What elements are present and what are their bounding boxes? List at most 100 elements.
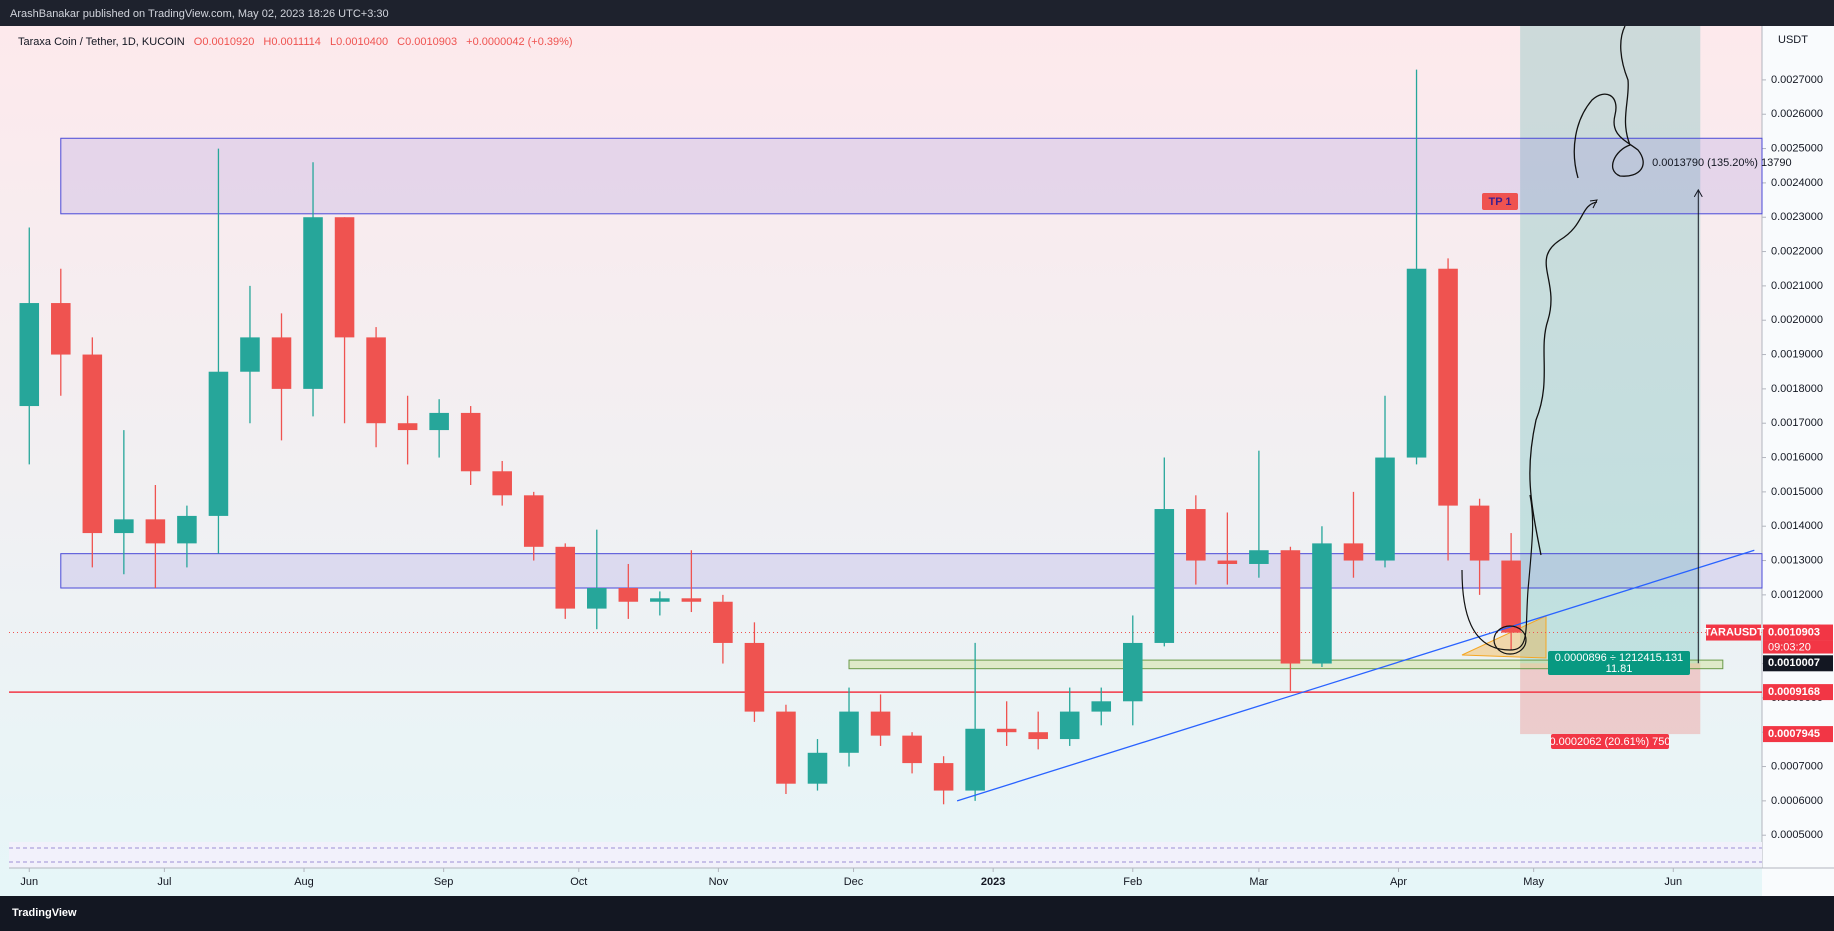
symbol-tag-label: TARAUSDT	[1704, 626, 1764, 638]
candle-body	[397, 423, 418, 431]
candle-body	[460, 412, 481, 472]
x-tick-label: Jun	[20, 876, 38, 888]
x-tick-label: Aug	[294, 876, 314, 888]
candle-body	[1312, 543, 1332, 664]
price-tag-label: 0.0010007	[1768, 657, 1820, 669]
candle-body	[177, 515, 197, 544]
price-axis	[1762, 26, 1834, 896]
candle-body	[744, 642, 765, 712]
candle-body	[807, 752, 828, 784]
candle-body	[1123, 642, 1143, 702]
candle-body	[1438, 268, 1458, 506]
candle-body	[1154, 509, 1175, 643]
candle-body	[523, 495, 544, 547]
ohlc-change: +0.0000042 (+0.39%)	[466, 36, 572, 48]
arrow-head	[1693, 188, 1703, 198]
symbol: Taraxa Coin / Tether, 1D, KUCOIN	[18, 36, 185, 48]
plot: 0.00050000.00060000.00070000.00080000.00…	[9, 25, 1833, 888]
hand-drawing	[1589, 199, 1598, 209]
x-tick-label: Nov	[709, 876, 729, 888]
y-tick-label: 0.0024000	[1771, 177, 1823, 189]
y-tick-label: 0.0025000	[1771, 142, 1823, 154]
y-tick-label: 0.0015000	[1771, 486, 1823, 498]
candle-body	[1217, 560, 1238, 564]
x-tick-label: 2023	[981, 876, 1005, 888]
x-tick-label: Feb	[1123, 876, 1142, 888]
countdown-tag	[1763, 640, 1833, 654]
y-tick-label: 0.0007000	[1771, 760, 1823, 772]
candle-body	[650, 598, 670, 602]
hand-drawing	[1529, 201, 1598, 556]
candle-body	[82, 354, 103, 534]
candle-body	[114, 519, 134, 534]
top-bar	[0, 0, 1834, 26]
candle-body	[996, 728, 1017, 733]
price-tag	[1763, 726, 1833, 743]
resistance-zone	[60, 137, 1763, 215]
y-tick-label: 0.0014000	[1771, 520, 1823, 532]
x-tick-label: Apr	[1390, 876, 1407, 888]
candle-body	[334, 217, 355, 338]
candle-body	[208, 371, 229, 516]
candle-body	[1059, 711, 1080, 740]
symbol-tag	[1706, 624, 1761, 641]
candle-body	[1469, 505, 1490, 561]
candle-body	[618, 588, 639, 602]
ohlc-value: O0.0010920	[194, 36, 255, 48]
y-tick-label: 0.0026000	[1771, 108, 1823, 120]
y-tick-label: 0.0012000	[1771, 589, 1823, 601]
candle-body	[587, 588, 607, 609]
tp-label: TP 1	[1488, 196, 1511, 208]
stop-label: 0.0002062 (20.61%) 750	[1549, 736, 1670, 748]
y-tick-label: 0.0013000	[1771, 554, 1823, 566]
profit-zone	[1520, 26, 1701, 664]
tp-tag	[1482, 193, 1518, 210]
ohlc-value: H0.0011114	[263, 36, 321, 48]
hand-drawing	[1461, 494, 1534, 651]
candle-body	[492, 471, 512, 496]
loss-zone	[1520, 663, 1701, 735]
entry-tag	[1548, 651, 1690, 675]
currency: USDT	[1778, 34, 1808, 46]
candle-body	[555, 546, 576, 609]
target-label: 0.0013790 (135.20%) 13790	[1652, 157, 1791, 169]
bottom-bar	[0, 896, 1834, 931]
candle-body	[870, 711, 891, 736]
ohlc-value: C0.0010903	[397, 36, 457, 48]
y-tick-label: 0.0020000	[1771, 314, 1823, 326]
price-tag	[1763, 624, 1833, 641]
ratio-label: 11.81	[1606, 663, 1633, 675]
y-tick-label: 0.0016000	[1771, 451, 1823, 463]
price-tag-label: 0.0009168	[1768, 686, 1820, 698]
candle-body	[1406, 268, 1427, 458]
candle-body	[145, 519, 166, 544]
candle-body	[839, 711, 859, 753]
candle-body	[429, 412, 449, 431]
x-tick-label: Mar	[1249, 876, 1268, 888]
publisher: ArashBanakar published on TradingView.co…	[10, 8, 389, 20]
x-tick-label: Dec	[844, 876, 864, 888]
x-tick-label: Oct	[570, 876, 587, 888]
x-tick-label: Sep	[434, 876, 454, 888]
stop-tag	[1551, 734, 1669, 749]
rsi-pane	[9, 842, 1762, 868]
hand-circle	[1493, 625, 1527, 655]
candle-body	[240, 337, 260, 372]
candle-body	[303, 217, 323, 389]
x-tick-label: Jun	[1664, 876, 1682, 888]
y-tick-label: 0.0006000	[1771, 795, 1823, 807]
candle-body	[1186, 509, 1206, 561]
candle-body	[51, 303, 71, 355]
y-tick-label: 0.0005000	[1771, 829, 1823, 841]
y-tick-label: 0.0017000	[1771, 417, 1823, 429]
y-tick-label: 0.0022000	[1771, 245, 1823, 257]
x-tick-label: May	[1523, 876, 1544, 888]
candle-body	[366, 337, 386, 424]
candle-body	[1249, 550, 1269, 564]
candle-body	[1343, 543, 1364, 561]
candle-body	[1028, 732, 1048, 740]
y-tick-label: 0.0018000	[1771, 383, 1823, 395]
candle-body	[271, 337, 292, 389]
